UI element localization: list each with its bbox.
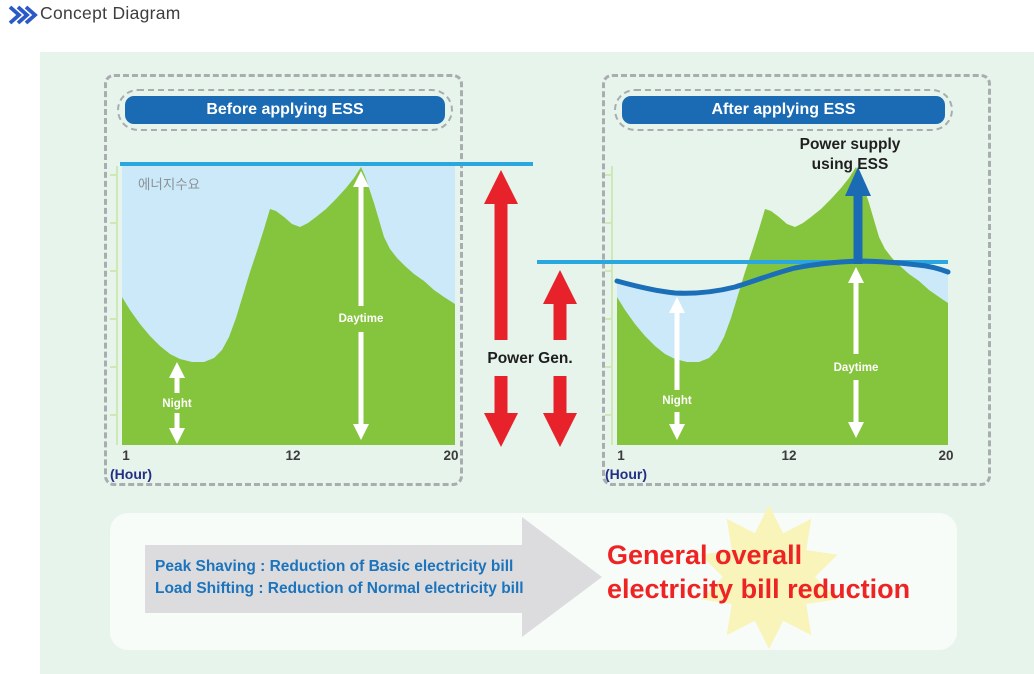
after-title-outline bbox=[614, 89, 953, 131]
summary-text-block: Peak Shaving : Reduction of Basic electr… bbox=[155, 556, 524, 600]
after-chart-frame bbox=[602, 74, 991, 486]
result-line-2: electricity bill reduction bbox=[607, 574, 911, 604]
chevron-right-triple-icon bbox=[8, 5, 38, 25]
peak-shaving-line: Peak Shaving : Reduction of Basic electr… bbox=[155, 558, 514, 575]
before-chart-frame bbox=[104, 74, 463, 486]
after-title-pill: After applying ESS bbox=[622, 96, 945, 124]
result-line-1: General overall bbox=[607, 540, 803, 570]
page-title: Concept Diagram bbox=[40, 3, 181, 23]
load-shifting-line: Load Shifting : Reduction of Normal elec… bbox=[155, 580, 524, 597]
before-title-outline bbox=[117, 89, 453, 131]
result-text-block: General overall electricity bill reducti… bbox=[607, 538, 910, 606]
before-title-pill: Before applying ESS bbox=[125, 96, 445, 124]
